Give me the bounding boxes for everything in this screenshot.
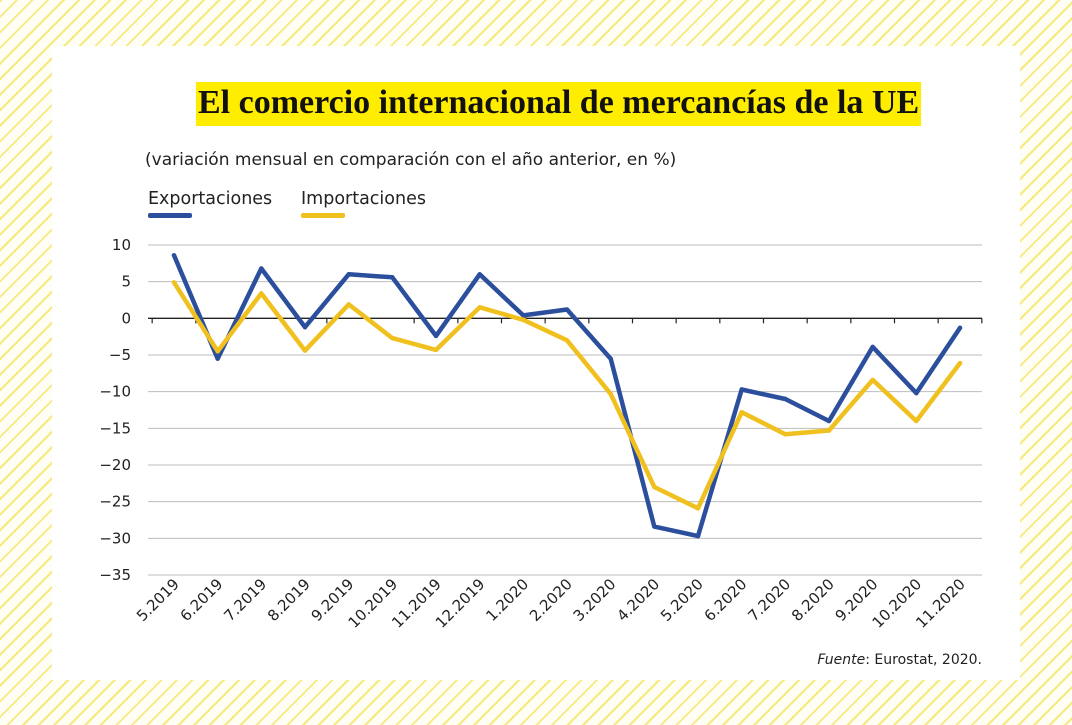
- y-tick-label: 5: [121, 273, 131, 291]
- x-tick-label: 2.2020: [526, 575, 576, 625]
- data-point-imports: [957, 360, 963, 366]
- data-point-imports: [870, 377, 875, 383]
- x-tick-label: 1.2020: [482, 575, 532, 625]
- data-point-imports: [390, 335, 395, 341]
- data-point-imports: [259, 291, 264, 296]
- x-tick-label: 5.2020: [657, 575, 707, 625]
- legend-line-exports: [148, 213, 192, 218]
- x-tick-label: 8.2020: [788, 575, 838, 625]
- data-point-exports: [302, 324, 308, 330]
- x-tick-label: 7.2019: [220, 575, 270, 625]
- data-point-imports: [433, 347, 439, 353]
- data-point-exports: [477, 272, 482, 277]
- series-line-exports: [171, 253, 963, 539]
- data-point-exports: [215, 356, 220, 361]
- data-point-exports: [259, 266, 264, 271]
- data-point-imports: [521, 317, 526, 322]
- data-point-exports: [739, 387, 744, 392]
- data-point-imports: [346, 302, 351, 307]
- data-point-imports: [215, 349, 220, 354]
- y-tick-label: −5: [109, 346, 131, 364]
- data-point-imports: [302, 348, 308, 353]
- legend-line-imports: [301, 213, 345, 218]
- y-tick-label: −20: [99, 456, 131, 474]
- legend-label-imports: Importaciones: [301, 189, 426, 209]
- data-point-imports: [826, 428, 832, 433]
- y-tick-label: −25: [99, 493, 131, 511]
- x-tick-label: 5.2019: [133, 575, 183, 625]
- chart-subtitle: (variación mensual en comparación con el…: [145, 150, 677, 170]
- data-point-exports: [914, 390, 919, 396]
- data-point-exports: [783, 396, 788, 402]
- x-tick-label: 3.2020: [570, 575, 620, 625]
- data-point-imports: [652, 484, 657, 490]
- x-tick-label: 6.2019: [177, 575, 227, 625]
- data-point-imports: [477, 305, 482, 310]
- y-tick-label: 10: [112, 236, 131, 254]
- y-tick-label: −10: [99, 383, 131, 401]
- chart-panel: [52, 46, 1020, 680]
- data-point-exports: [564, 307, 570, 312]
- data-point-imports: [739, 410, 744, 415]
- data-point-exports: [346, 272, 351, 277]
- data-point-exports: [695, 533, 701, 539]
- data-point-exports: [826, 418, 832, 424]
- y-tick-label: −35: [99, 566, 131, 584]
- data-point-exports: [171, 253, 177, 258]
- data-point-imports: [914, 418, 919, 424]
- source-note: Fuente: Eurostat, 2020.: [817, 652, 982, 668]
- x-tick-label: 4.2020: [613, 575, 663, 625]
- x-tick-label: 8.2019: [264, 575, 314, 625]
- data-point-imports: [783, 432, 788, 437]
- data-point-exports: [608, 356, 613, 361]
- data-point-exports: [870, 344, 875, 350]
- data-point-exports: [957, 325, 963, 331]
- data-point-exports: [433, 333, 439, 339]
- data-point-exports: [652, 524, 657, 529]
- data-point-exports: [390, 275, 395, 280]
- data-point-imports: [608, 391, 613, 397]
- data-point-imports: [695, 506, 701, 511]
- y-tick-label: −15: [99, 419, 131, 437]
- data-point-imports: [564, 338, 570, 343]
- y-tick-label: 0: [121, 309, 131, 327]
- x-tick-label: 7.2020: [744, 575, 794, 625]
- source-text: : Eurostat, 2020.: [865, 652, 982, 668]
- data-point-imports: [171, 280, 177, 285]
- y-tick-label: −30: [99, 529, 131, 547]
- chart-title: El comercio internacional de mercancías …: [196, 82, 922, 126]
- legend-label-exports: Exportaciones: [148, 189, 273, 209]
- data-point-exports: [521, 313, 526, 318]
- source-prefix: Fuente: [817, 652, 866, 668]
- x-tick-label: 6.2020: [701, 575, 751, 625]
